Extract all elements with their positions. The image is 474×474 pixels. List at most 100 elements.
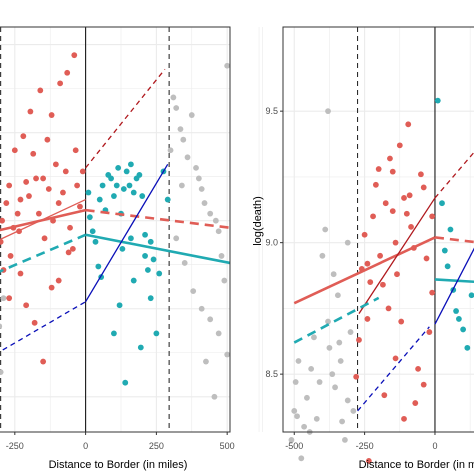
left-reference-lines <box>0 27 170 432</box>
left-red-point-22 <box>45 186 52 192</box>
right-gray-point-22 <box>342 436 348 443</box>
right-red-point-10 <box>385 305 392 312</box>
right-gray-point-14 <box>322 226 329 233</box>
right-darkred-solid-fit-line-2 <box>358 197 436 315</box>
left-gray-point-24 <box>215 330 222 337</box>
left-red-point-41 <box>31 319 38 326</box>
right-gray-point-3 <box>294 413 300 420</box>
left-teal-point-0 <box>85 189 92 196</box>
right-teal-solid-fit-line-5 <box>434 278 474 284</box>
right-red-point-9 <box>382 200 389 207</box>
right-red-point-11 <box>387 155 393 162</box>
right-red-point-19 <box>405 121 412 128</box>
left-red-point-23 <box>48 112 55 118</box>
right-gray-point-17 <box>329 371 336 378</box>
left-red-point-35 <box>74 182 81 189</box>
left-teal-point-20 <box>136 172 143 178</box>
left-teal-point-11 <box>113 182 120 189</box>
left-gray-point-20 <box>181 260 188 266</box>
right-y-axis-title: log(death) <box>252 196 264 246</box>
left-x-tick-label-0: -250 <box>6 441 24 451</box>
left-teal-point-33 <box>130 277 137 284</box>
right-y-tick-label-0: 8.5 <box>265 369 278 379</box>
left-gray-point-0 <box>0 323 3 330</box>
right-darkred-dashed-fit-line-3 <box>434 151 474 199</box>
right-teal-dashed-fit-line-4 <box>293 296 380 344</box>
right-gray-point-21 <box>339 418 345 425</box>
left-panel-border <box>0 26 231 433</box>
right-gray-point-15 <box>325 318 331 325</box>
right-teal-point-2 <box>441 247 448 254</box>
right-gray-point-19 <box>334 292 341 299</box>
right-gray-point-20 <box>337 358 344 364</box>
right-teal-point-0 <box>434 97 441 104</box>
left-teal-point-9 <box>108 175 114 182</box>
right-gray-point-10 <box>311 334 317 341</box>
right-reference-lines <box>357 27 436 432</box>
left-panel: -250 0 250 500 Distance to Border (in miles… <box>0 26 263 471</box>
left-teal-point-3 <box>92 238 99 245</box>
left-red-point-45 <box>65 249 72 256</box>
right-teal-point-3 <box>444 263 451 270</box>
right-gray-point-2 <box>292 379 299 385</box>
left-gray-point-16 <box>218 253 225 259</box>
right-red-point-13 <box>392 239 399 246</box>
right-red-point-36 <box>364 316 371 322</box>
right-gray-point-25 <box>350 408 357 414</box>
right-red-point-23 <box>418 171 424 178</box>
left-red-dashed-fit-line-2 <box>85 208 231 230</box>
left-red-point-7 <box>11 147 18 154</box>
left-teal-point-15 <box>123 168 130 175</box>
right-gray-point-5 <box>298 455 305 462</box>
right-gray-point-1 <box>291 408 298 414</box>
left-teal-point-25 <box>150 256 157 263</box>
right-red-solid-fit-line-0 <box>293 236 436 305</box>
left-gray-point-18 <box>224 62 231 69</box>
left-red-point-32 <box>69 245 76 252</box>
left-gray-point-29 <box>224 351 231 358</box>
left-teal-point-1 <box>86 214 93 221</box>
right-gray-point-18 <box>332 384 338 391</box>
right-gray-point-23 <box>344 397 351 404</box>
left-gray-point-4 <box>173 105 180 111</box>
right-teal-point-7 <box>455 316 462 322</box>
left-red-point-29 <box>62 168 69 175</box>
left-gray-point-1 <box>0 369 4 376</box>
left-red-point-30 <box>64 69 71 76</box>
left-red-point-1 <box>0 217 5 224</box>
left-red-point-0 <box>0 238 4 245</box>
left-teal-point-6 <box>99 182 106 189</box>
left-x-tick-label-3: 500 <box>220 441 235 451</box>
left-red-point-14 <box>27 108 34 115</box>
left-teal-point-18 <box>130 189 137 196</box>
left-red-point-28 <box>60 189 66 196</box>
left-gray-point-8 <box>188 112 195 118</box>
left-red-solid-fit-line-1 <box>0 208 86 232</box>
right-red-point-5 <box>372 181 379 188</box>
right-red-point-30 <box>392 355 399 362</box>
left-gray-point-26 <box>203 358 209 365</box>
left-x-axis-title: Distance to Border (in miles) <box>49 459 188 471</box>
right-gray-point-4 <box>295 358 302 364</box>
left-red-point-36 <box>77 203 83 210</box>
right-gray-point-6 <box>301 423 308 430</box>
left-gray-point-21 <box>190 288 197 295</box>
left-teal-point-21 <box>139 193 146 199</box>
left-teal-point-24 <box>147 295 154 302</box>
right-y-tick-label-1: 9.0 <box>265 238 278 248</box>
left-gray-point-25 <box>178 182 185 189</box>
right-red-point-14 <box>394 271 400 278</box>
left-red-point-4 <box>6 182 13 189</box>
left-red-point-44 <box>55 277 62 284</box>
left-red-point-40 <box>23 302 30 309</box>
left-gray-point-22 <box>198 305 205 312</box>
left-teal-point-26 <box>156 270 163 277</box>
left-red-point-8 <box>14 210 21 217</box>
left-gray-point-17 <box>221 277 228 284</box>
right-gridlines <box>258 27 474 432</box>
left-teal-point-34 <box>137 344 144 351</box>
left-x-tick-label-2: 250 <box>149 441 164 451</box>
right-gray-point-12 <box>316 379 323 385</box>
right-fit-lines <box>293 151 474 412</box>
